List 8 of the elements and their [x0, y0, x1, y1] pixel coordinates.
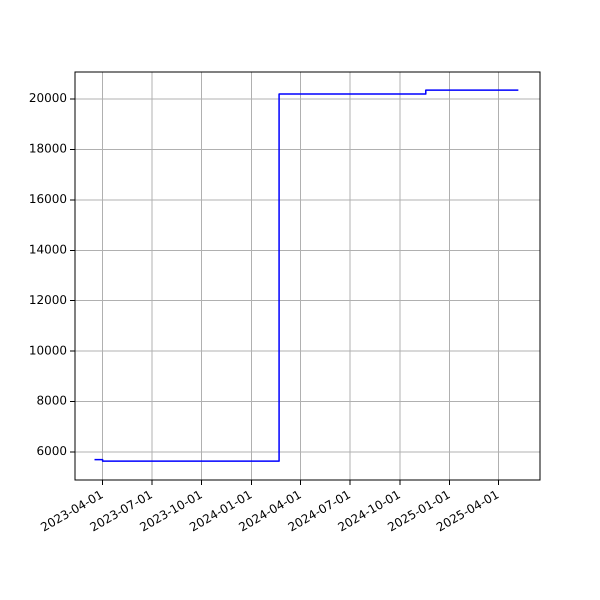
y-tick-label: 8000: [36, 394, 67, 408]
y-tick-label: 6000: [36, 444, 67, 458]
y-tick-label: 18000: [28, 142, 67, 156]
y-tick-label: 16000: [28, 192, 67, 206]
y-tick-label: 10000: [28, 343, 67, 358]
y-tick-label: 12000: [28, 292, 67, 307]
y-tick-label: 20000: [28, 91, 67, 106]
y-tick-label: 14000: [28, 242, 67, 256]
